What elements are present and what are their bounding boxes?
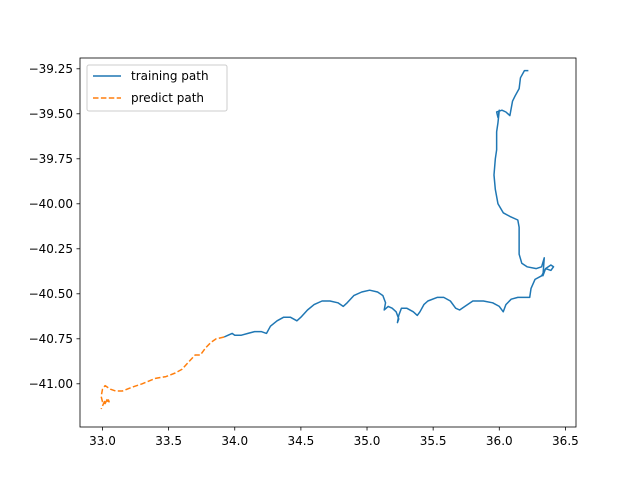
y-tick-label: −39.75: [29, 152, 73, 166]
y-tick-label: −39.25: [29, 62, 73, 76]
y-tick-label: −41.00: [29, 377, 73, 391]
x-tick-label: 33.5: [155, 434, 182, 448]
plot-area: [80, 58, 576, 427]
y-tick-label: −40.50: [29, 287, 73, 301]
x-tick-label: 34.0: [221, 434, 248, 448]
series-line-training: [223, 69, 555, 338]
y-axis-ticks: −39.25 −39.50 −39.75 −40.00 −40.25 −40.50 −40.…: [29, 62, 80, 391]
series-line-predict: [100, 336, 225, 410]
x-tick-label: 36.0: [486, 434, 513, 448]
legend-label-training: training path: [131, 69, 209, 83]
x-tick-label: 35.5: [420, 434, 447, 448]
x-tick-label: 34.5: [288, 434, 315, 448]
y-tick-label: −40.00: [29, 197, 73, 211]
y-tick-label: −40.75: [29, 332, 73, 346]
x-tick-label: 36.5: [552, 434, 579, 448]
x-axis-ticks: 33.0 33.5 34.0 34.5 35.0 35.5 36.0 36.5: [89, 427, 579, 448]
x-tick-label: 35.0: [354, 434, 381, 448]
axes-frame: [79, 57, 577, 428]
y-tick-label: −40.25: [29, 242, 73, 256]
y-tick-label: −39.50: [29, 107, 73, 121]
series-layer: [100, 69, 555, 410]
legend-label-predict: predict path: [131, 91, 204, 105]
legend: training path predict path: [86, 64, 228, 112]
x-tick-label: 33.0: [89, 434, 116, 448]
legend-box: [86, 64, 228, 112]
